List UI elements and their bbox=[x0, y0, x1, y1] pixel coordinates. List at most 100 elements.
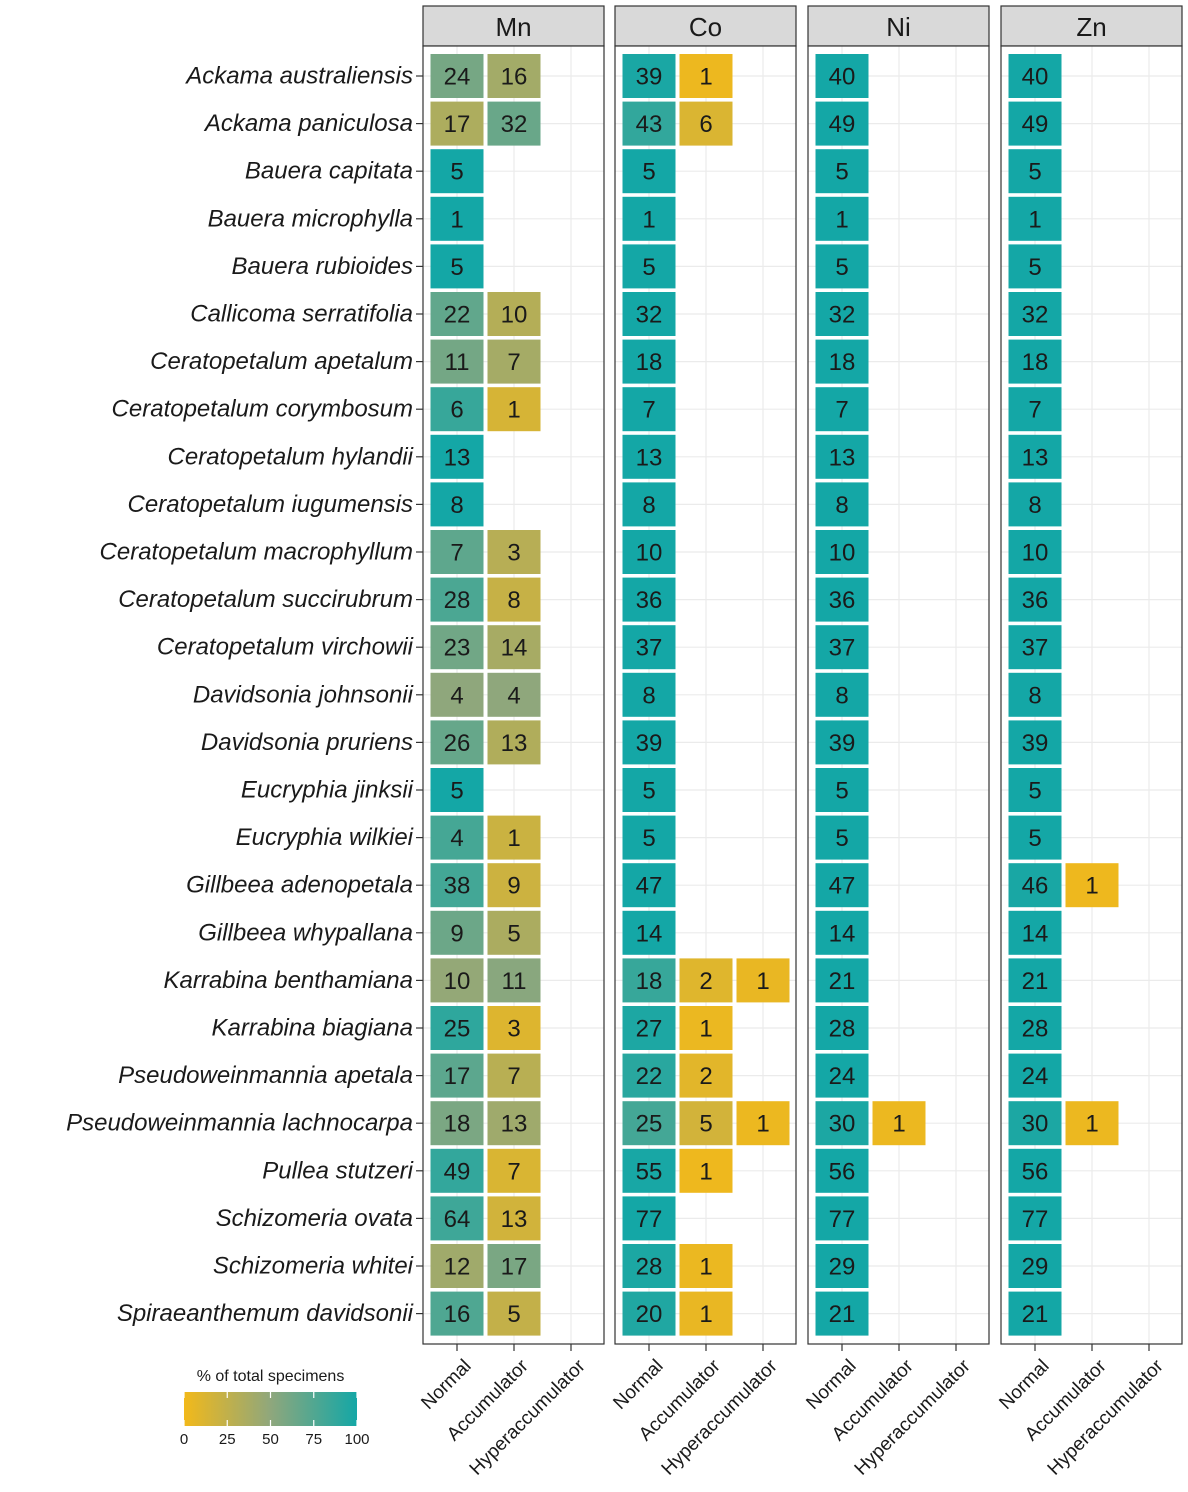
heatmap-cell bbox=[679, 101, 733, 146]
cell-label: 14 bbox=[1022, 920, 1049, 947]
cell-label: 7 bbox=[507, 349, 520, 376]
heatmap-cell bbox=[815, 815, 869, 860]
cell-label: 5 bbox=[835, 778, 848, 805]
heatmap-cell bbox=[430, 577, 484, 622]
cell-label: 36 bbox=[829, 587, 856, 614]
cell-label: 4 bbox=[507, 682, 520, 709]
facet-title: Co bbox=[689, 12, 722, 42]
cell-label: 5 bbox=[1028, 254, 1041, 281]
cell-label: 5 bbox=[450, 159, 463, 186]
heatmap-cell bbox=[815, 1101, 869, 1146]
heatmap-cell bbox=[622, 958, 676, 1003]
heatmap-cell bbox=[679, 1244, 733, 1288]
cell-label: 13 bbox=[501, 1206, 528, 1233]
cell-label: 1 bbox=[1028, 206, 1041, 233]
heatmap-cell bbox=[1008, 1006, 1062, 1050]
heatmap-cell bbox=[622, 482, 676, 527]
cell-label: 8 bbox=[835, 492, 848, 519]
species-label: Gillbeea adenopetala bbox=[186, 872, 413, 899]
heatmap-cell bbox=[430, 530, 484, 574]
cell-label: 5 bbox=[450, 254, 463, 281]
heatmap-cell bbox=[622, 625, 676, 670]
cell-label: 7 bbox=[450, 540, 463, 567]
cell-label: 37 bbox=[1022, 635, 1049, 662]
heatmap-cell bbox=[815, 196, 869, 241]
cell-label: 14 bbox=[829, 920, 856, 947]
heatmap-cell bbox=[815, 768, 869, 812]
cell-label: 18 bbox=[636, 349, 663, 376]
cell-label: 18 bbox=[444, 1111, 471, 1138]
cell-label: 16 bbox=[444, 1301, 471, 1328]
heatmap-cell bbox=[1008, 530, 1062, 574]
cell-label: 14 bbox=[501, 635, 528, 662]
species-label: Ackama paniculosa bbox=[203, 110, 413, 137]
cell-label: 24 bbox=[829, 1063, 856, 1090]
cell-label: 13 bbox=[1022, 444, 1049, 471]
heatmap-cell bbox=[487, 625, 541, 670]
heatmap-cell bbox=[487, 530, 541, 574]
species-axis: Ackama australiensis Ackama paniculosa Bau… bbox=[66, 63, 423, 1327]
cell-label: 5 bbox=[642, 159, 655, 186]
heatmap-cell bbox=[487, 1244, 541, 1288]
heatmap-cell bbox=[622, 387, 676, 432]
heatmap-cell bbox=[430, 1148, 484, 1193]
species-label: Ceratopetalum iugumensis bbox=[128, 491, 413, 518]
cell-label: 16 bbox=[501, 64, 528, 91]
cell-label: 47 bbox=[829, 873, 856, 900]
cell-label: 49 bbox=[829, 111, 856, 138]
heatmap-cell bbox=[815, 1148, 869, 1193]
cell-label: 12 bbox=[444, 1254, 471, 1281]
cell-label: 5 bbox=[450, 778, 463, 805]
species-label: Davidsonia pruriens bbox=[201, 729, 413, 756]
cell-label: 8 bbox=[1028, 682, 1041, 709]
heatmap-cell bbox=[1008, 101, 1062, 146]
cell-label: 43 bbox=[636, 111, 663, 138]
cell-label: 24 bbox=[444, 64, 471, 91]
cell-label: 25 bbox=[636, 1111, 663, 1138]
heatmap-cell bbox=[430, 815, 484, 860]
heatmap-cell bbox=[430, 910, 484, 955]
cell-label: 9 bbox=[507, 873, 520, 900]
heatmap-cell bbox=[487, 958, 541, 1003]
cell-label: 5 bbox=[1028, 825, 1041, 852]
heatmap-cell bbox=[430, 672, 484, 717]
heatmap-cell bbox=[1008, 672, 1062, 717]
heatmap-cell bbox=[430, 1101, 484, 1146]
heatmap-cell bbox=[487, 577, 541, 622]
cell-label: 37 bbox=[829, 635, 856, 662]
cell-label: 27 bbox=[636, 1016, 663, 1043]
cell-label: 1 bbox=[699, 1158, 712, 1185]
cell-label: 5 bbox=[642, 825, 655, 852]
cell-label: 8 bbox=[642, 492, 655, 519]
heatmap-cell bbox=[815, 1006, 869, 1050]
heatmap-cell bbox=[487, 1196, 541, 1241]
heatmap-cell bbox=[1008, 1196, 1062, 1241]
cell-label: 23 bbox=[444, 635, 471, 662]
heatmap-cell bbox=[1008, 244, 1062, 289]
heatmap-cell bbox=[430, 1006, 484, 1050]
cell-label: 5 bbox=[642, 254, 655, 281]
facet-strip bbox=[1000, 5, 1183, 47]
cell-label: 77 bbox=[636, 1206, 663, 1233]
legend-tick-label: 25 bbox=[219, 1431, 236, 1448]
heatmap-cell bbox=[1008, 196, 1062, 241]
facet-strip bbox=[614, 5, 797, 47]
cell-label: 77 bbox=[829, 1206, 856, 1233]
heatmap-cell bbox=[1008, 387, 1062, 432]
heatmap-cell bbox=[622, 1148, 676, 1193]
cell-label: 7 bbox=[642, 397, 655, 424]
cell-label: 38 bbox=[444, 873, 471, 900]
cell-label: 17 bbox=[444, 1063, 471, 1090]
heatmap-cell bbox=[430, 720, 484, 765]
heatmap-cell bbox=[815, 1196, 869, 1241]
heatmap-cell bbox=[1008, 1291, 1062, 1336]
heatmap-cell bbox=[815, 387, 869, 432]
heatmap-cell bbox=[1008, 625, 1062, 670]
heatmap-cell bbox=[622, 244, 676, 289]
cell-label: 7 bbox=[507, 1158, 520, 1185]
heatmap-cell bbox=[430, 1196, 484, 1241]
heatmap-cell bbox=[1008, 863, 1062, 908]
species-label: Davidsonia johnsonii bbox=[193, 681, 414, 708]
heatmap-cell bbox=[622, 672, 676, 717]
